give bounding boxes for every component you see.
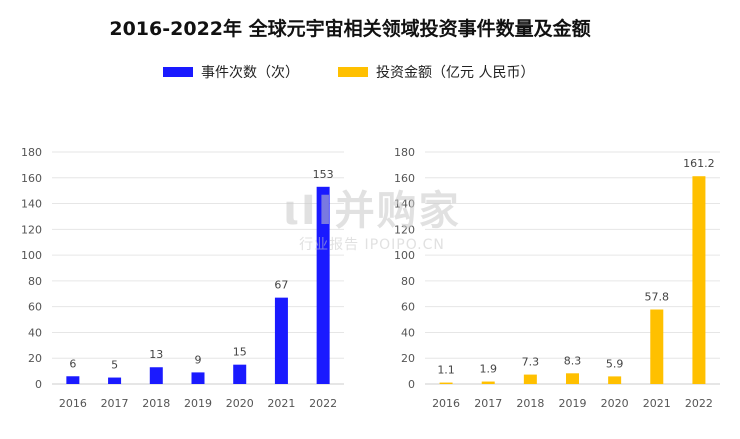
bar xyxy=(692,176,706,384)
data-label: 1.9 xyxy=(479,363,497,376)
y-tick-label: 120 xyxy=(394,223,415,236)
data-label: 5.9 xyxy=(606,357,624,370)
data-label: 67 xyxy=(274,279,288,292)
y-tick-label: 180 xyxy=(394,146,415,159)
y-tick-label: 140 xyxy=(21,198,42,211)
data-label: 1.1 xyxy=(437,364,455,377)
x-tick-label: 2017 xyxy=(101,397,129,410)
chart-title: 2016-2022年 全球元宇宙相关领域投资事件数量及金额 xyxy=(109,18,591,40)
x-tick-label: 2016 xyxy=(59,397,87,410)
chart-events: 0 20 40 60 80 100 120 140 160 180 6 2016 5 2017 13 2018… xyxy=(21,146,344,410)
y-tick-label: 40 xyxy=(28,326,42,339)
y-tick-label: 60 xyxy=(401,301,415,314)
legend-swatch-events xyxy=(163,67,193,77)
x-tick-label: 2022 xyxy=(309,397,337,410)
bar xyxy=(650,309,664,384)
x-tick-label: 2022 xyxy=(685,397,713,410)
bar xyxy=(523,374,537,384)
bar xyxy=(274,297,288,384)
y-tick-label: 160 xyxy=(394,172,415,185)
y-tick-label: 20 xyxy=(401,352,415,365)
y-tick-label: 180 xyxy=(21,146,42,159)
x-tick-label: 2017 xyxy=(474,397,502,410)
bar xyxy=(233,364,247,384)
x-tick-label: 2018 xyxy=(142,397,170,410)
data-label: 57.8 xyxy=(645,291,670,304)
bar xyxy=(439,382,453,384)
x-tick-label: 2020 xyxy=(226,397,254,410)
bar xyxy=(149,367,163,384)
bar xyxy=(66,376,80,384)
y-tick-label: 100 xyxy=(394,249,415,262)
legend-swatch-amount xyxy=(338,67,368,77)
y-tick-label: 0 xyxy=(408,378,415,391)
data-label: 5 xyxy=(111,359,118,372)
bar xyxy=(191,372,205,384)
x-tick-label: 2019 xyxy=(184,397,212,410)
chart-amount: 0 20 40 60 80 100 120 140 160 180 1.1 2016 1.9 2017 7.… xyxy=(394,146,720,410)
data-label: 13 xyxy=(149,348,163,361)
legend-label-amount: 投资金额（亿元 人民币） xyxy=(376,65,535,81)
y-tick-label: 100 xyxy=(21,249,42,262)
data-label: 8.3 xyxy=(564,354,582,367)
legend: 事件次数（次） 投资金额（亿元 人民币） xyxy=(0,62,740,86)
legend-item-amount: 投资金额（亿元 人民币） xyxy=(338,62,534,82)
y-tick-label: 40 xyxy=(401,326,415,339)
y-tick-label: 20 xyxy=(28,352,42,365)
y-tick-label: 120 xyxy=(21,223,42,236)
x-tick-label: 2016 xyxy=(432,397,460,410)
data-label: 161.2 xyxy=(683,157,715,170)
legend-label-events: 事件次数（次） xyxy=(201,65,299,81)
data-label: 153 xyxy=(313,168,334,181)
bar xyxy=(566,373,579,384)
x-tick-label: 2021 xyxy=(643,397,671,410)
y-tick-label: 140 xyxy=(394,198,415,211)
y-tick-label: 0 xyxy=(35,378,42,391)
data-label: 6 xyxy=(69,357,76,370)
x-tick-label: 2021 xyxy=(267,397,295,410)
bar xyxy=(608,376,622,384)
x-tick-label: 2020 xyxy=(601,397,629,410)
y-tick-label: 80 xyxy=(28,275,42,288)
bar xyxy=(481,381,495,384)
bar xyxy=(108,377,122,384)
y-tick-label: 160 xyxy=(21,172,42,185)
x-tick-label: 2018 xyxy=(516,397,544,410)
y-tick-label: 60 xyxy=(28,301,42,314)
x-tick-label: 2019 xyxy=(559,397,587,410)
legend-item-events: 事件次数（次） xyxy=(163,62,299,82)
y-tick-label: 80 xyxy=(401,275,415,288)
data-label: 7.3 xyxy=(522,356,540,369)
data-label: 15 xyxy=(233,346,247,359)
bar xyxy=(316,186,330,384)
data-label: 9 xyxy=(195,353,202,366)
